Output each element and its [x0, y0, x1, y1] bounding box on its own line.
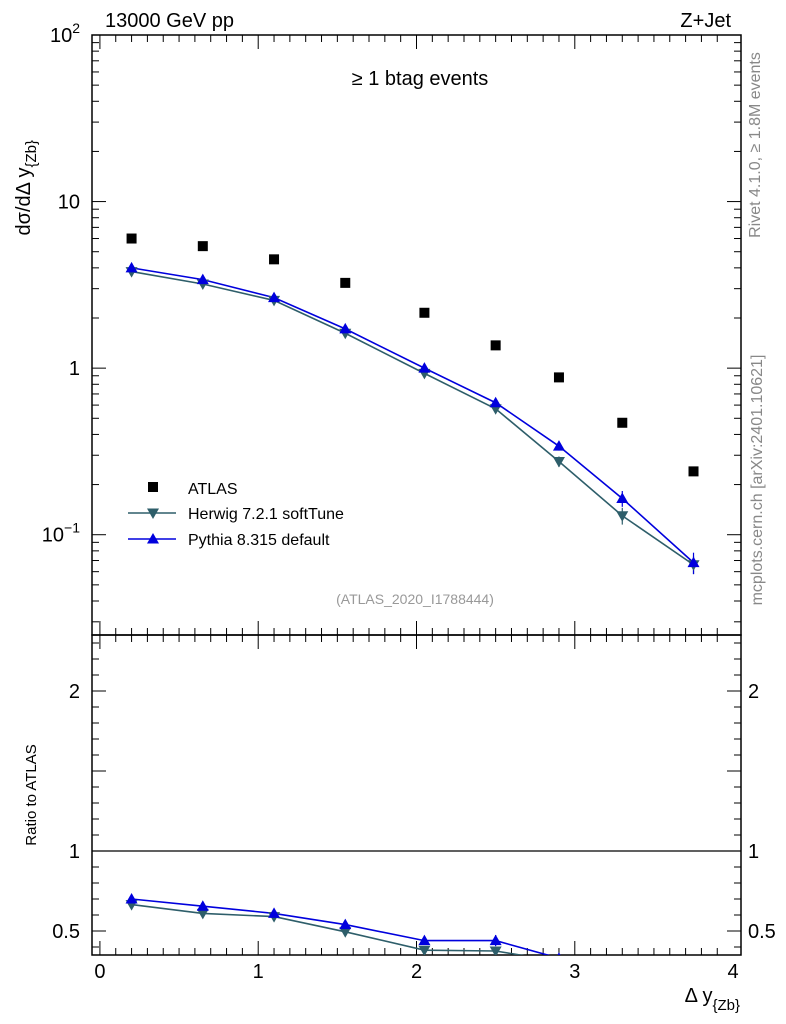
herwig-ratio-point: [339, 927, 352, 938]
main-y-tick-label: 10: [58, 192, 80, 214]
main-y-tick-label: 102: [50, 20, 80, 47]
pythia-ratio-point: [125, 893, 138, 904]
ratio-series: [125, 893, 565, 968]
herwig-point: [552, 457, 565, 468]
x-tick-label: 1: [253, 961, 264, 983]
pythia-point: [489, 396, 502, 408]
legend-label-atlas: ATLAS: [188, 481, 238, 498]
main-y-axis-label: dσ/dΔ y{Zb}: [13, 140, 40, 236]
ratio-series-clip-group: [125, 893, 565, 968]
main-axis-ticks: [92, 34, 741, 635]
pythia-point: [418, 362, 431, 373]
atlas-point: [126, 233, 137, 244]
legend: ATLAS Herwig 7.2.1 softTune Pythia 8.315…: [128, 481, 344, 549]
pythia-point: [268, 291, 281, 303]
pythia-ratio-point: [489, 934, 502, 946]
x-tick-label: 4: [728, 961, 739, 983]
legend-marker-pythia: [147, 533, 159, 544]
mcplots-label: mcplots.cern.ch [arXiv:2401.10621]: [749, 355, 766, 606]
ratio-y-tick-label-right: 0.5: [748, 921, 776, 943]
ratio-axis-ticks: [92, 635, 741, 955]
atlas-point: [197, 241, 208, 252]
ratio-panel: Ratio to ATLAS Δ y{Zb} 0.5 0.5 1 1 2 2 0 1 2 3 4: [23, 634, 776, 1014]
ratio-y-axis-label: Ratio to ATLAS: [23, 744, 40, 845]
pythia-point: [687, 556, 700, 568]
pythia-point: [616, 492, 629, 503]
ratio-y-tick-label-right: 2: [748, 681, 759, 703]
main-y-tick-label: 1: [69, 358, 80, 380]
rivet-version-label: Rivet 4.1.0, ≥ 1.8M events: [747, 52, 764, 238]
herwig-ratio-point: [489, 946, 502, 955]
main-series: [125, 233, 700, 575]
ratio-y-tick-label: 1: [69, 841, 80, 863]
ratio-y-tick-label: 2: [69, 681, 80, 703]
pythia-point: [552, 440, 565, 451]
atlas-point: [340, 277, 351, 288]
herwig-ratio-point: [418, 945, 431, 955]
main-panel-title: ≥ 1 btag events: [352, 68, 489, 90]
legend-label-pythia: Pythia 8.315 default: [188, 532, 330, 549]
x-tick-label: 3: [569, 961, 580, 983]
ratio-tick-labels: 0.5 0.5 1 1 2 2 0 1 2 3 4: [52, 681, 776, 983]
header-process-label: Z+Jet: [680, 10, 731, 32]
legend-label-herwig: Herwig 7.2.1 softTune: [188, 506, 344, 523]
herwig-ratio-point: [553, 957, 565, 968]
legend-markers: [128, 482, 176, 544]
legend-marker-herwig: [147, 508, 159, 519]
herwig-point: [616, 511, 629, 522]
pythia-point: [196, 273, 209, 285]
legend-marker-atlas: [148, 482, 158, 492]
atlas-point: [269, 254, 280, 265]
pythia-ratio-point: [557, 952, 561, 955]
ratio-y-tick-label: 0.5: [52, 921, 80, 943]
ratio-x-axis-label: Δ y{Zb}: [685, 985, 740, 1014]
main-y-tick-label: 10−1: [42, 520, 80, 547]
pythia-ratio-point: [418, 934, 431, 946]
atlas-point: [419, 307, 430, 318]
pythia-point: [125, 261, 138, 273]
ratio-panel-frame: [91, 634, 742, 956]
herwig-ratio-point: [196, 908, 209, 920]
main-y-tick-labels: 102 10 1 10−1: [42, 20, 80, 547]
pythia-ratio-point: [268, 907, 281, 918]
ratio-y-tick-label-right: 1: [748, 841, 759, 863]
header-energy-label: 13000 GeV pp: [105, 10, 234, 32]
atlas-point: [490, 340, 501, 351]
x-tick-label: 2: [411, 961, 422, 983]
pythia-ratio-point: [196, 900, 209, 911]
analysis-watermark: (ATLAS_2020_I1788444): [336, 591, 494, 607]
atlas-point: [688, 466, 699, 477]
pythia-ratio-point: [339, 918, 352, 930]
atlas-point: [617, 417, 628, 428]
main-panel: ≥ 1 btag events (ATLAS_2020_I1788444) dσ…: [13, 20, 742, 636]
atlas-point: [553, 372, 564, 383]
pythia-point: [339, 322, 352, 334]
x-tick-label: 0: [94, 961, 105, 983]
